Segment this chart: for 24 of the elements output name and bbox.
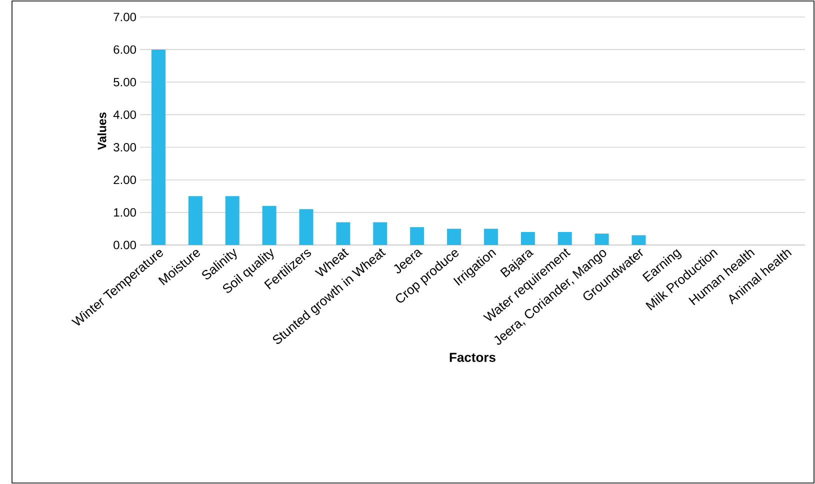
bar: [447, 228, 462, 245]
bar: [558, 232, 572, 245]
bar: [410, 227, 424, 245]
y-tick-label: 2.00: [114, 176, 136, 184]
x-axis-title: Factors: [450, 352, 496, 362]
y-tick-label: 7.00: [114, 12, 136, 22]
bar: [594, 234, 609, 245]
bar: [262, 206, 276, 245]
bar: [225, 196, 240, 245]
y-tick-label: 3.00: [114, 143, 136, 152]
bar: [336, 222, 350, 245]
bar: [520, 232, 535, 245]
bar: [632, 235, 646, 245]
y-tick-label: 1.00: [114, 208, 136, 217]
y-tick-label: 5.00: [114, 78, 136, 86]
y-tick-label: 6.00: [114, 45, 136, 54]
bar: [373, 222, 388, 245]
y-tick-label: 4.00: [113, 110, 136, 119]
y-axis-title: Values: [97, 112, 106, 150]
bar: [188, 196, 202, 245]
bar: [299, 209, 314, 245]
bar: [484, 228, 498, 245]
bar: [151, 50, 166, 245]
y-tick-label: 0.00: [114, 240, 136, 250]
